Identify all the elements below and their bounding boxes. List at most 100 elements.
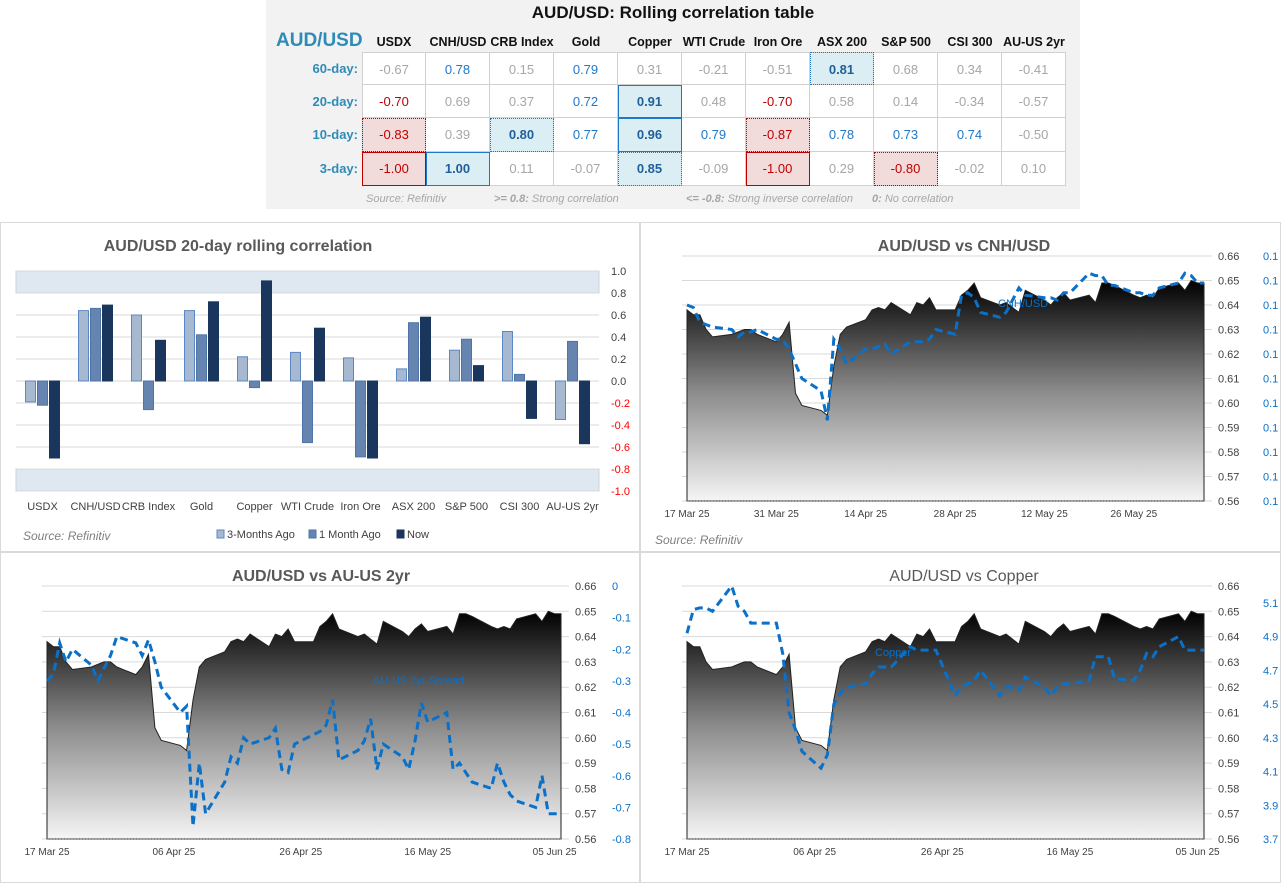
bar-now: [526, 380, 537, 419]
y-tick-label: 0.62: [1218, 349, 1239, 361]
secondary-y-tick-label: 5.1: [1263, 598, 1278, 610]
secondary-y-tick-label: -0.3: [612, 676, 631, 688]
bar-now: [49, 380, 60, 459]
y-tick-label: 0.65: [1218, 606, 1239, 618]
table-source: Source: Refinitiv: [366, 193, 447, 205]
bar-1-month-ago: [90, 307, 101, 382]
secondary-y-tick-label: -0.6: [612, 771, 631, 783]
table-corner-label: AUD/USD: [276, 30, 363, 51]
secondary-y-tick-label: 0.1: [1263, 276, 1278, 288]
table-cell: 0.39: [426, 118, 490, 152]
bar-now: [102, 304, 113, 382]
table-cell: 0.48: [682, 85, 746, 118]
chart-title: AUD/USD vs Copper: [889, 568, 1039, 585]
y-tick-label: 0.60: [1218, 733, 1239, 745]
bar-now: [420, 316, 431, 382]
x-category-label: Copper: [236, 501, 272, 513]
secondary-y-tick-label: 4.9: [1263, 632, 1278, 644]
legend-swatch: [308, 529, 317, 539]
table-cell: 0.15: [490, 52, 554, 85]
table-cell: 0.81: [810, 52, 874, 85]
bar-3-months-ago: [78, 310, 89, 382]
secondary-y-tick-label: -0.7: [612, 802, 631, 814]
table-cell: 0.79: [554, 52, 618, 85]
bar-1-month-ago: [196, 334, 207, 382]
legend-inverse-text: Strong inverse correlation: [727, 193, 853, 205]
bar-now: [579, 380, 590, 445]
bar-3-months-ago: [237, 356, 248, 382]
x-tick-label: 12 May 25: [1021, 509, 1068, 520]
x-tick-label: 16 May 25: [1047, 847, 1094, 858]
legend-swatch: [396, 529, 405, 539]
x-category-label: Gold: [190, 501, 213, 513]
bar-3-months-ago: [343, 357, 354, 382]
column-header: ASX 200: [816, 35, 868, 49]
y-tick-label: -0.6: [611, 442, 630, 454]
y-tick-label: 0.58: [1218, 447, 1239, 459]
x-category-label: CSI 300: [500, 501, 540, 513]
y-tick-label: 0.57: [575, 809, 596, 821]
bar-1-month-ago: [355, 380, 366, 458]
table-cell: 0.80: [490, 118, 554, 152]
table-cell: 0.11: [490, 152, 554, 186]
correlation-band: [15, 270, 600, 294]
table-cell: 0.96: [618, 118, 682, 152]
table-cell: -0.67: [362, 52, 426, 85]
x-category-label: CNH/USD: [70, 501, 120, 513]
bar-now: [155, 339, 166, 382]
y-tick-label: 0.66: [575, 581, 596, 593]
y-tick-label: 0.60: [575, 733, 596, 745]
legend-none-text: No correlation: [884, 193, 954, 205]
legend-strong-text: Strong correlation: [531, 193, 619, 205]
y-tick-label: 0.66: [1218, 251, 1239, 263]
table-cell: 0.74: [938, 118, 1002, 152]
y-tick-label: 0.61: [1218, 374, 1239, 386]
table-cell: 0.77: [554, 118, 618, 152]
y-tick-label: 0.58: [1218, 783, 1239, 795]
table-cell: -0.80: [874, 152, 938, 186]
x-tick-label: 17 Mar 25: [664, 509, 709, 520]
table-cell: 1.00: [426, 152, 490, 186]
y-tick-label: -0.2: [611, 398, 630, 410]
chart-title: AUD/USD vs CNH/USD: [878, 238, 1050, 255]
bar-3-months-ago: [25, 380, 36, 403]
row-header: 3-day:: [319, 161, 358, 176]
y-tick-label: 0.4: [611, 332, 626, 344]
bar-1-month-ago: [37, 380, 48, 406]
y-tick-label: 0.64: [1218, 632, 1239, 644]
y-tick-label: 0.62: [575, 682, 596, 694]
correlation-band: [15, 468, 600, 492]
y-tick-label: 0.59: [1218, 423, 1239, 435]
bar-1-month-ago: [302, 380, 313, 444]
table-title: AUD/USD: Rolling correlation table: [531, 3, 815, 22]
secondary-y-tick-label: 0.1: [1263, 472, 1278, 484]
secondary-y-tick-label: -0.5: [612, 739, 631, 751]
y-tick-label: 0.56: [575, 834, 596, 846]
table-cell: -0.51: [746, 52, 810, 85]
y-tick-label: 0.58: [575, 783, 596, 795]
bar-3-months-ago: [396, 368, 407, 382]
table-cell: 0.78: [426, 52, 490, 85]
table-cell: 0.10: [1002, 152, 1066, 186]
bar-1-month-ago: [408, 322, 419, 382]
legend-label: 1 Month Ago: [319, 529, 381, 541]
secondary-y-tick-label: -0.4: [612, 708, 631, 720]
column-header: Gold: [571, 35, 601, 49]
x-tick-label: 14 Apr 25: [844, 509, 887, 520]
bar-3-months-ago: [449, 349, 460, 382]
y-tick-label: 0.56: [1218, 834, 1239, 846]
bar-now: [367, 380, 378, 459]
column-header: CNH/USD: [429, 35, 487, 49]
audusd-area: [686, 610, 1205, 840]
x-tick-label: 05 Jun 25: [1176, 847, 1220, 858]
y-tick-label: 0.2: [611, 354, 626, 366]
x-tick-label: 26 May 25: [1110, 509, 1157, 520]
y-tick-label: 0.65: [1218, 276, 1239, 288]
secondary-y-tick-label: 0.1: [1263, 374, 1278, 386]
secondary-y-tick-label: 4.7: [1263, 665, 1278, 677]
table-cell: -0.57: [1002, 85, 1066, 118]
series-label: AU-US 2yr Spread: [373, 675, 464, 687]
chart-source: Source: Refinitiv: [655, 533, 743, 547]
y-tick-label: 0.59: [1218, 758, 1239, 770]
correlation-table-panel: AUD/USD: Rolling correlation table AUD/U…: [266, 0, 1080, 209]
